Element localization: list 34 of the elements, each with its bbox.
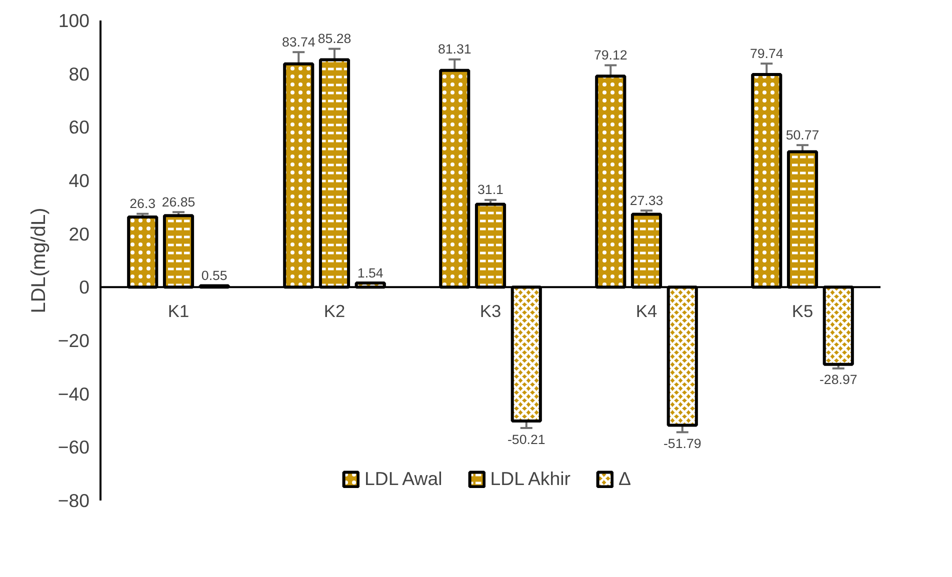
y-axis-title: LDL(mg/dL) (28, 208, 50, 314)
x-tick-label: K3 (480, 301, 502, 322)
legend-label: LDL Awal (364, 468, 442, 490)
y-tick-label: −80 (58, 490, 90, 511)
data-label: 79.12 (594, 47, 628, 62)
x-tick-label: K2 (324, 301, 346, 322)
data-label: 27.33 (630, 192, 664, 208)
data-label: 1.54 (357, 265, 384, 280)
data-label: 26.85 (162, 194, 196, 210)
data-label: -50.21 (507, 432, 546, 447)
y-tick-label: −60 (58, 436, 90, 458)
data-label: 50.77 (786, 127, 820, 142)
data-label: 85.28 (318, 31, 352, 46)
data-label: 83.74 (282, 34, 316, 50)
x-tick-label: K5 (792, 301, 814, 322)
y-tick-label: 60 (68, 116, 90, 138)
y-tick-label: 20 (68, 223, 90, 244)
y-tick-label: −40 (58, 383, 90, 404)
data-label: -51.79 (663, 436, 702, 451)
data-label: 26.3 (130, 196, 156, 212)
y-tick-label: 0 (79, 276, 90, 298)
data-label: -28.97 (819, 372, 858, 388)
x-tick-label: K4 (636, 301, 658, 322)
legend-label: Δ (618, 468, 632, 490)
y-tick-label: 40 (68, 170, 90, 191)
x-tick-label: K1 (168, 301, 190, 322)
data-label: 81.31 (438, 42, 472, 57)
y-tick-label: 100 (58, 10, 90, 31)
data-label: 0.55 (201, 268, 228, 283)
y-tick-label: −20 (58, 330, 90, 351)
data-label: 79.74 (750, 46, 784, 61)
data-label: 31.1 (478, 182, 504, 198)
legend-label: LDL Akhir (490, 468, 570, 490)
y-tick-label: 80 (68, 63, 90, 84)
